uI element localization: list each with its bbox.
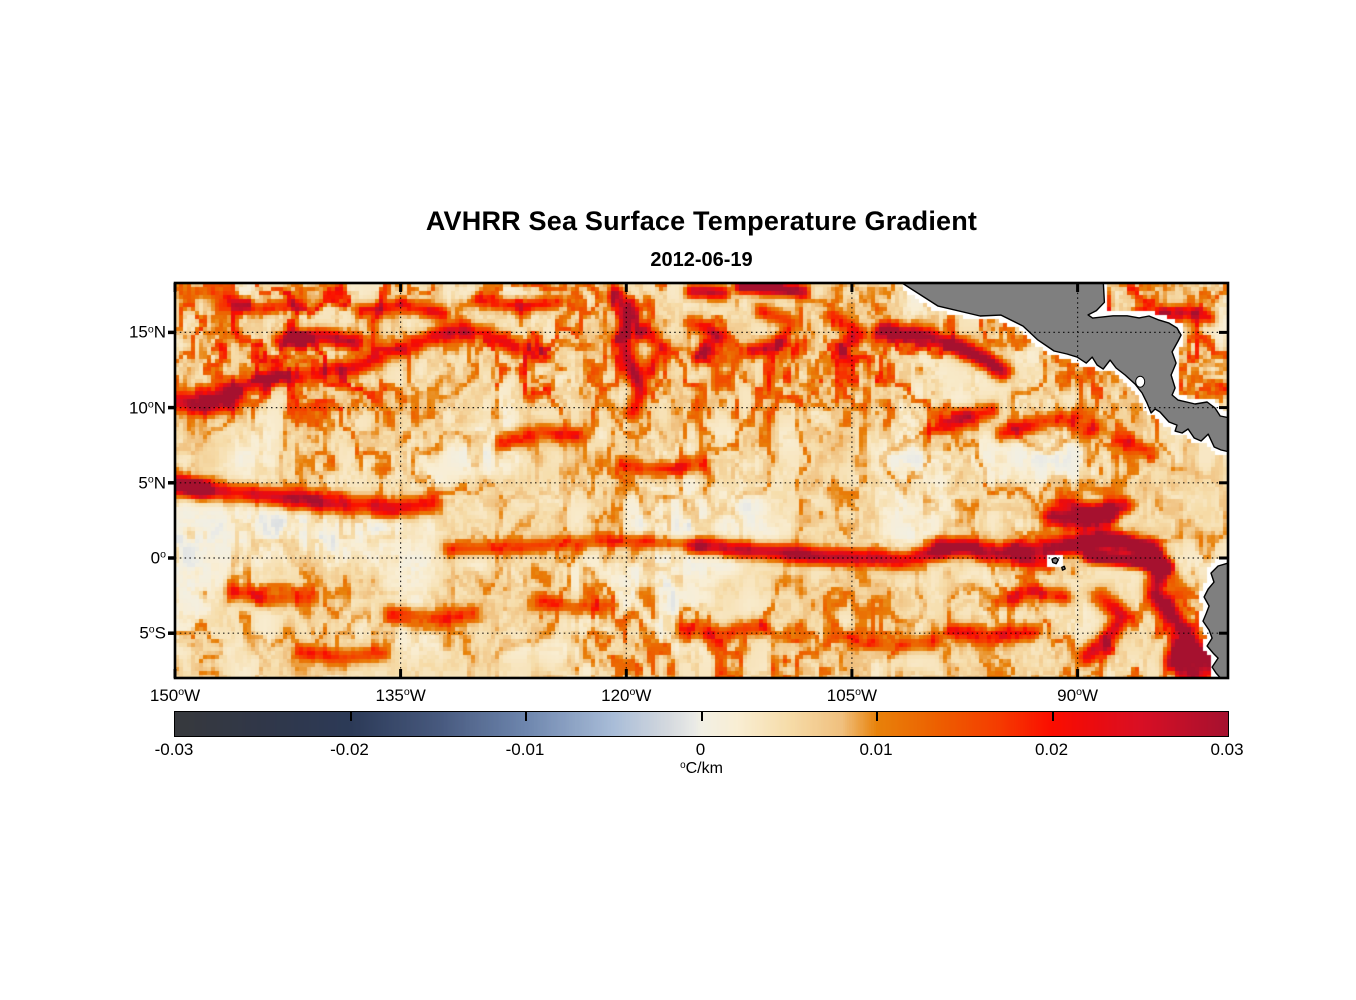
- colorbar-tick-label: -0.01: [505, 740, 545, 759]
- colorbar-unit-label: oC/km: [680, 759, 723, 777]
- colorbar-tick-label: 0.01: [859, 740, 893, 759]
- colorbar-tick-label: -0.02: [330, 740, 369, 759]
- y-tick-label: 15oN: [128, 322, 166, 342]
- x-tick-label: 135oW: [375, 686, 426, 705]
- colorbar-tick: [876, 712, 878, 721]
- chart-title: AVHRR Sea Surface Temperature Gradient: [425, 206, 978, 236]
- sst-gradient-heatmap: [175, 283, 1228, 678]
- colorbar-tick: [700, 712, 703, 721]
- colorbar: [174, 711, 1229, 737]
- x-tick-label: 90oW: [1057, 686, 1098, 705]
- x-tick-label: 105oW: [826, 686, 878, 705]
- x-tick-label: 150oW: [149, 686, 201, 705]
- x-tick-label: 120oW: [601, 686, 652, 705]
- y-tick-label: 0o: [150, 548, 166, 568]
- y-tick-label: 5oS: [139, 623, 166, 643]
- y-tick-label: 5oN: [138, 473, 166, 493]
- colorbar-tick: [1051, 712, 1054, 721]
- colorbar-tick-label: -0.03: [154, 740, 194, 759]
- colorbar-tick: [525, 712, 527, 721]
- y-tick-label: 10oN: [128, 398, 166, 418]
- colorbar-tick-label: 0: [695, 740, 706, 759]
- colorbar-tick: [349, 712, 352, 721]
- chart-subtitle: 2012-06-19: [650, 249, 753, 271]
- colorbar-tick-label: 0.03: [1210, 740, 1244, 759]
- colorbar-tick-label: 0.02: [1034, 740, 1069, 759]
